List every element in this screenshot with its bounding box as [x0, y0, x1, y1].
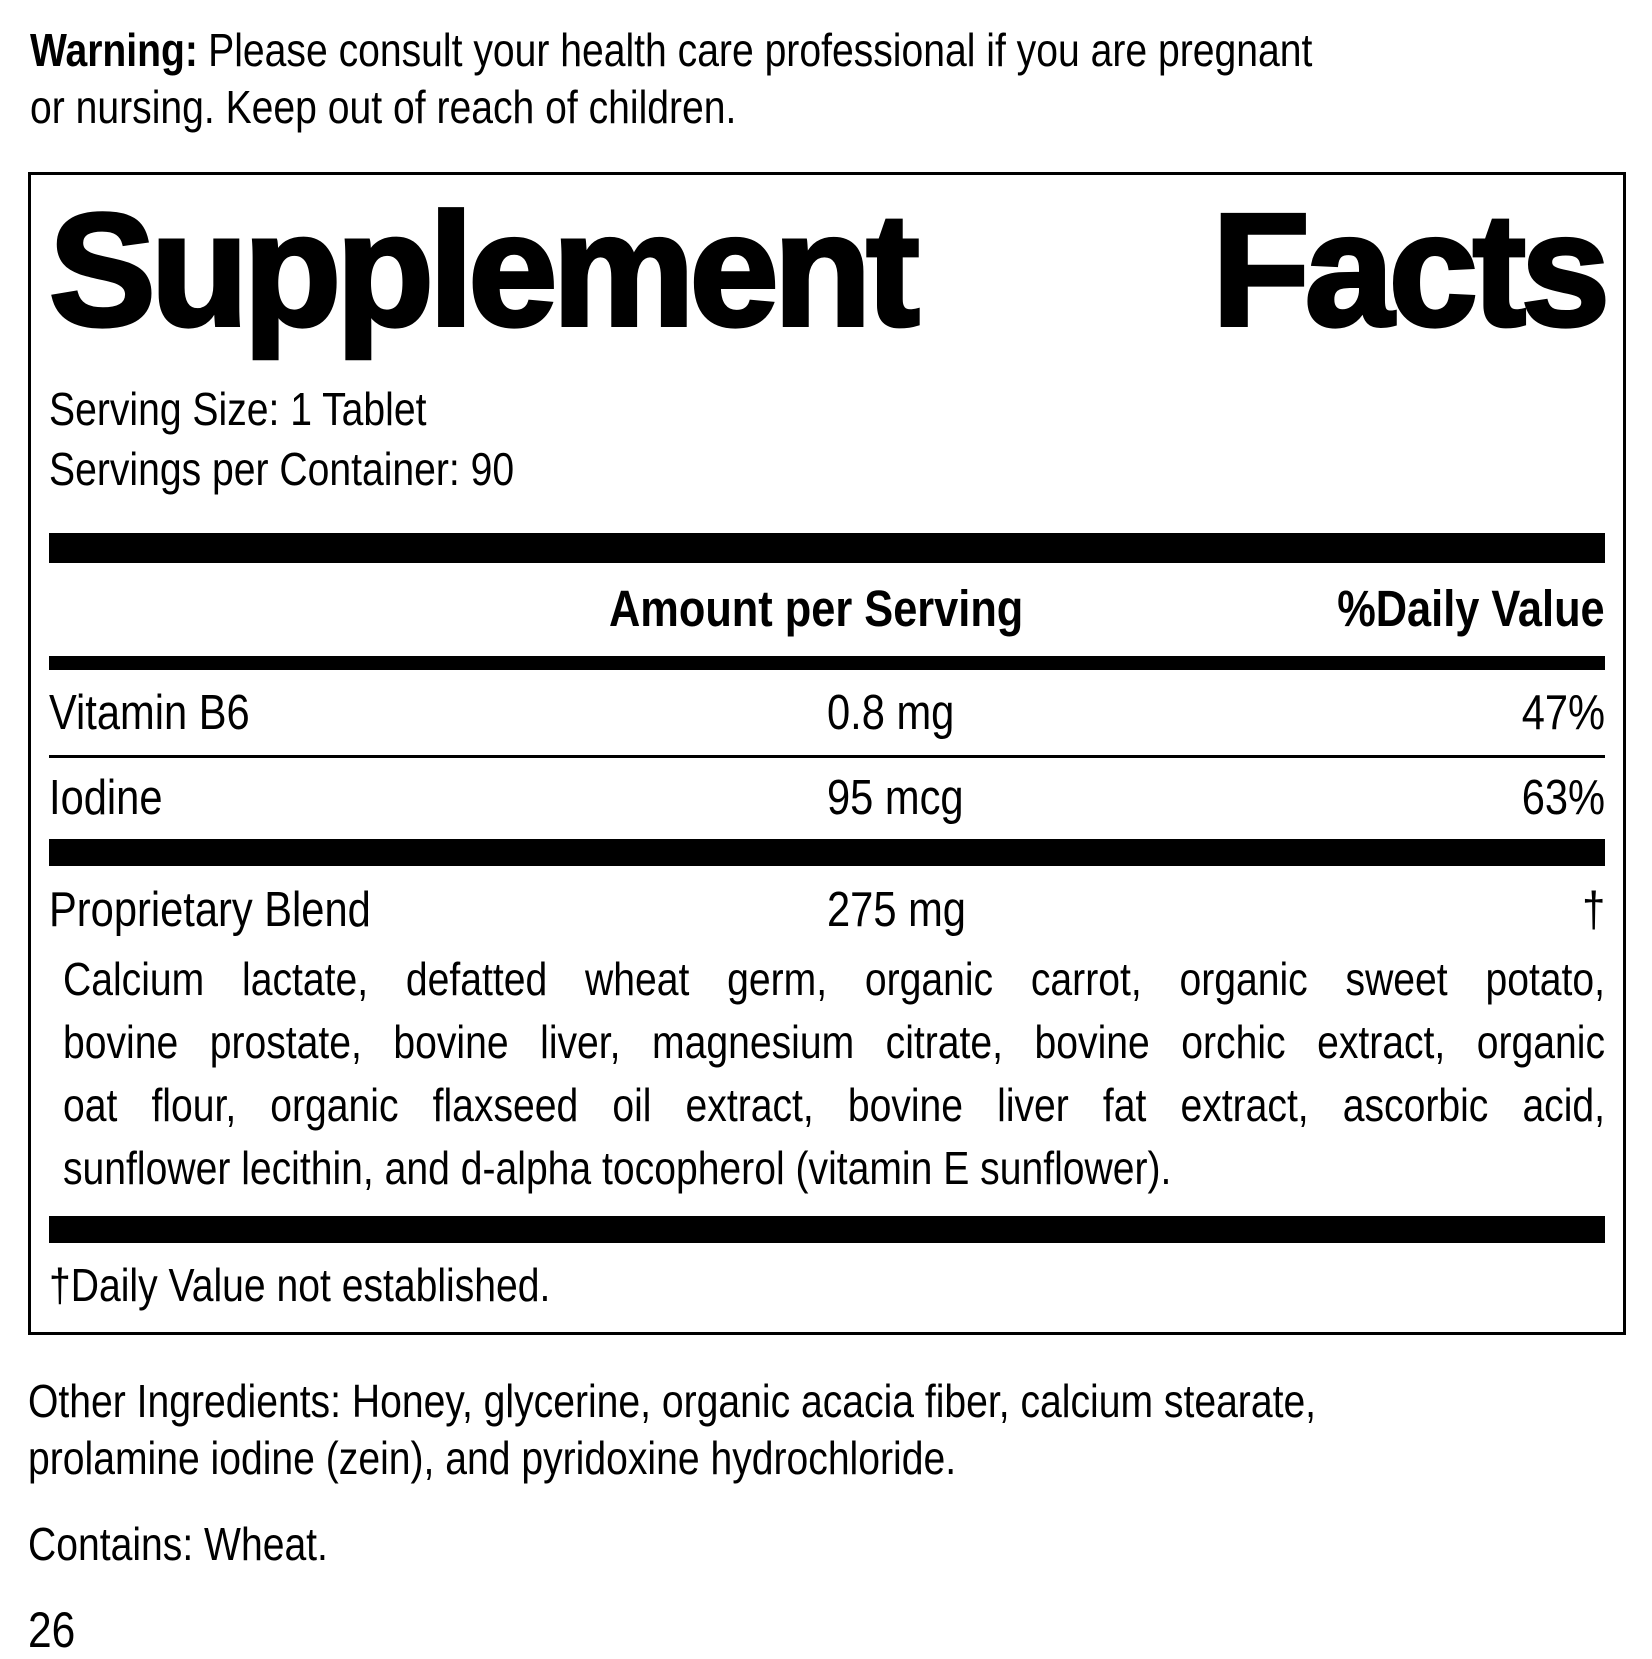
panel-title: Supplement Facts	[47, 180, 1612, 359]
nutrient-name: Iodine	[49, 771, 163, 825]
other-ingredients-line-2: prolamine iodine (zein), and pyridoxine …	[28, 1432, 957, 1484]
serving-size: Serving Size: 1 Tablet	[49, 383, 427, 435]
other-ingredients-line-1: Other Ingredients: Honey, glycerine, org…	[28, 1375, 1317, 1427]
separator-bar-header	[49, 656, 1605, 670]
proprietary-blend-row: Proprietary Blend 275 mg †	[49, 866, 1605, 938]
blend-description-line: Calcium lactate, defatted wheat germ, or…	[63, 953, 1606, 1005]
nutrient-row-vitamin-b6: Vitamin B6 0.8 mg 47%	[49, 670, 1605, 755]
table-header-row: Amount per Serving %Daily Value	[49, 563, 1605, 656]
nutrient-amount: 95 mcg	[827, 771, 964, 825]
panel-title-right: Facts	[1210, 180, 1612, 359]
supplement-facts-panel: Supplement Facts Serving Size: 1 Tablet …	[28, 172, 1626, 1335]
column-header-amount: Amount per Serving	[609, 580, 1024, 637]
blend-name: Proprietary Blend	[49, 883, 371, 937]
blend-daily-value-dagger: †	[1581, 883, 1605, 937]
separator-bar-top	[49, 533, 1605, 563]
serving-info: Serving Size: 1 Tablet Servings per Cont…	[49, 379, 1605, 499]
separator-bar-bottom	[49, 1216, 1605, 1243]
nutrient-row-iodine: Iodine 95 mcg 63%	[49, 755, 1605, 839]
warning-line-1: Warning: Please consult your health care …	[30, 22, 1387, 79]
blend-description-line: oat flour, organic flaxseed oil extract,…	[63, 1079, 1606, 1131]
blend-description-line: sunflower lecithin, and d-alpha tocopher…	[63, 1142, 1172, 1194]
daily-value-footnote: †Daily Value not established.	[49, 1259, 551, 1311]
column-header-daily-value: %Daily Value	[1337, 580, 1605, 637]
contains-statement: Contains: Wheat.	[28, 1518, 328, 1570]
nutrient-amount: 0.8 mg	[827, 686, 955, 740]
nutrient-daily-value: 63%	[1521, 771, 1605, 825]
panel-title-left: Supplement	[47, 180, 922, 359]
page-number: 26	[28, 1602, 76, 1658]
nutrient-name: Vitamin B6	[49, 686, 250, 740]
warning-line-2: or nursing. Keep out of reach of childre…	[30, 81, 737, 133]
warning-label: Warning:	[30, 24, 198, 76]
blend-amount: 275 mg	[827, 883, 966, 937]
warning-line-1-text: Please consult your health care professi…	[208, 24, 1313, 76]
blend-description-line: bovine prostate, bovine liver, magnesium…	[63, 1016, 1606, 1068]
label-page: Warning: Please consult your health care …	[28, 22, 1626, 1659]
servings-per-container: Servings per Container: 90	[49, 443, 515, 495]
blend-description: Calcium lactate, defatted wheat germ, or…	[49, 948, 1605, 1200]
separator-bar-middle	[49, 839, 1605, 866]
other-ingredients-text: Other Ingredients: Honey, glycerine, org…	[28, 1373, 1626, 1487]
nutrient-daily-value: 47%	[1521, 686, 1605, 740]
warning-text: Warning: Please consult your health care …	[30, 22, 1626, 136]
